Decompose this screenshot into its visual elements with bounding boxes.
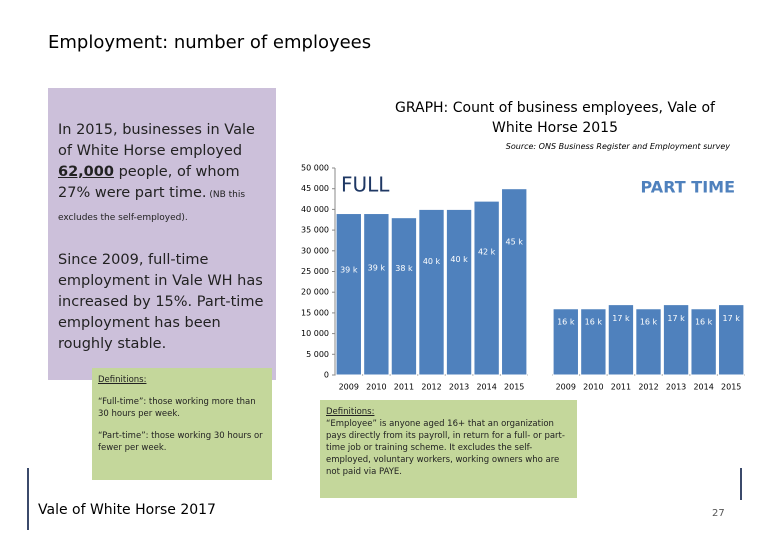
bar [607, 304, 635, 376]
bar [473, 200, 500, 376]
x-tick-label: 2010 [583, 383, 603, 392]
intro-box [48, 88, 276, 380]
bar [501, 188, 528, 376]
x-tick-label: 2009 [339, 383, 359, 392]
series-label: FULL [341, 173, 390, 197]
definition: “Employee” is anyone aged 16+ that an or… [326, 419, 565, 477]
bar [635, 308, 662, 376]
value-label: 16 k [585, 318, 603, 327]
bar [335, 213, 362, 376]
bar [718, 304, 745, 376]
y-tick-label: 10 000 [301, 329, 329, 338]
y-tick-label: 5 000 [306, 350, 329, 359]
chart-source: Source: ONS Business Register and Employ… [505, 142, 730, 151]
value-label: 17 k [612, 314, 630, 323]
definition: “Part-time”: those working 30 hours or f… [98, 431, 263, 453]
series-label: PART TIME [641, 178, 735, 197]
chart-title: GRAPH: Count of business employees, Vale… [395, 100, 715, 136]
definitions-title: Definitions: [98, 375, 147, 385]
bar [662, 304, 690, 376]
x-tick-label: 2011 [394, 383, 414, 392]
bar [390, 217, 418, 376]
bar [690, 308, 717, 376]
value-label: 42 k [478, 247, 496, 256]
x-tick-label: 2015 [721, 383, 741, 392]
intro-text: In 2015, businesses in Vale of White Hor… [58, 120, 263, 229]
bar [418, 208, 445, 376]
footer: Vale of White Horse 2017 [38, 502, 216, 518]
text: people, of whom 27% were part time. [58, 164, 240, 201]
y-tick-label: 15 000 [301, 308, 329, 317]
value-label: 39 k [340, 266, 358, 275]
value-label: 40 k [450, 255, 468, 264]
y-tick-label: 40 000 [301, 205, 329, 214]
page-number: 27 [712, 508, 725, 519]
x-tick-label: 2011 [611, 383, 631, 392]
x-tick-label: 2014 [476, 383, 496, 392]
y-tick-label: 25 000 [301, 267, 329, 276]
value-label: 40 k [423, 257, 441, 266]
note: (NB this excludes the self-employed). [58, 190, 246, 223]
value-label: 38 k [395, 264, 413, 273]
value-label: 45 k [506, 237, 524, 246]
bar [552, 308, 579, 376]
definitions-box: Definitions: “Full-time”: those working … [92, 368, 272, 480]
value-label: 39 k [368, 264, 386, 273]
y-tick-label: 0 [324, 371, 329, 380]
y-tick-label: 35 000 [301, 226, 329, 235]
heading: Employment: number of employees [48, 32, 372, 53]
x-tick-label: 2012 [638, 383, 658, 392]
value-label: 16 k [557, 318, 575, 327]
value-label: 17 k [723, 314, 741, 323]
bar [363, 213, 390, 376]
definition: “Full-time”: those working more than 30 … [98, 397, 256, 419]
x-tick-label: 2010 [366, 383, 386, 392]
x-tick-label: 2014 [693, 383, 713, 392]
x-tick-label: 2013 [449, 383, 469, 392]
y-tick-label: 20 000 [301, 288, 329, 297]
value-label: 16 k [695, 318, 713, 327]
x-tick-label: 2013 [666, 383, 686, 392]
bar [445, 208, 473, 376]
x-tick-label: 2015 [504, 383, 524, 392]
definitions-title: Definitions: [326, 407, 375, 417]
y-tick-label: 50 000 [301, 164, 329, 173]
definitions-box: Definitions: “Employee” is anyone aged 1… [320, 400, 577, 498]
growth-text: Since 2009, full-time employment in Vale… [58, 252, 264, 352]
value-label: 17 k [667, 314, 685, 323]
bar [580, 308, 607, 376]
text: In 2015, businesses in Vale of White Hor… [58, 122, 255, 159]
value-label: 16 k [640, 318, 658, 327]
x-tick-label: 2009 [556, 383, 576, 392]
x-tick-label: 2012 [421, 383, 441, 392]
y-tick-label: 30 000 [301, 246, 329, 255]
y-tick-label: 45 000 [301, 184, 329, 193]
highlight: 62,000 [58, 164, 114, 180]
